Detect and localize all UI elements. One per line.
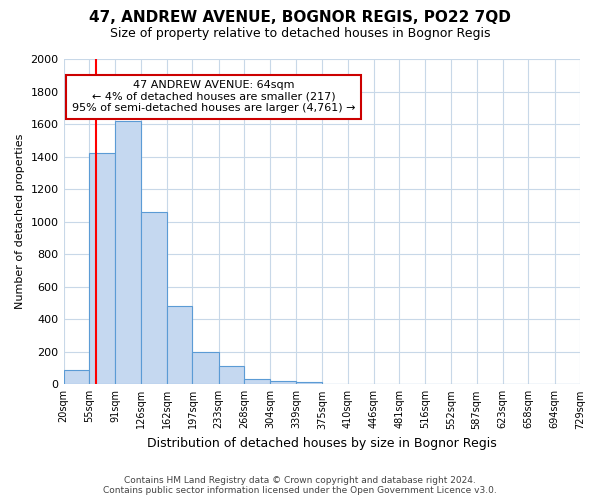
Text: 47 ANDREW AVENUE: 64sqm
← 4% of detached houses are smaller (217)
95% of semi-de: 47 ANDREW AVENUE: 64sqm ← 4% of detached… [71,80,355,114]
Bar [296,382,322,384]
Bar [193,352,218,384]
Bar [167,306,193,384]
Bar [271,381,296,384]
Bar [244,378,271,384]
Bar [218,366,244,384]
Text: 47, ANDREW AVENUE, BOGNOR REGIS, PO22 7QD: 47, ANDREW AVENUE, BOGNOR REGIS, PO22 7Q… [89,10,511,25]
X-axis label: Distribution of detached houses by size in Bognor Regis: Distribution of detached houses by size … [147,437,497,450]
Y-axis label: Number of detached properties: Number of detached properties [15,134,25,310]
Bar [115,121,141,384]
Bar [141,212,167,384]
Text: Size of property relative to detached houses in Bognor Regis: Size of property relative to detached ho… [110,28,490,40]
Bar [64,370,89,384]
Bar [89,154,115,384]
Text: Contains HM Land Registry data © Crown copyright and database right 2024.
Contai: Contains HM Land Registry data © Crown c… [103,476,497,495]
